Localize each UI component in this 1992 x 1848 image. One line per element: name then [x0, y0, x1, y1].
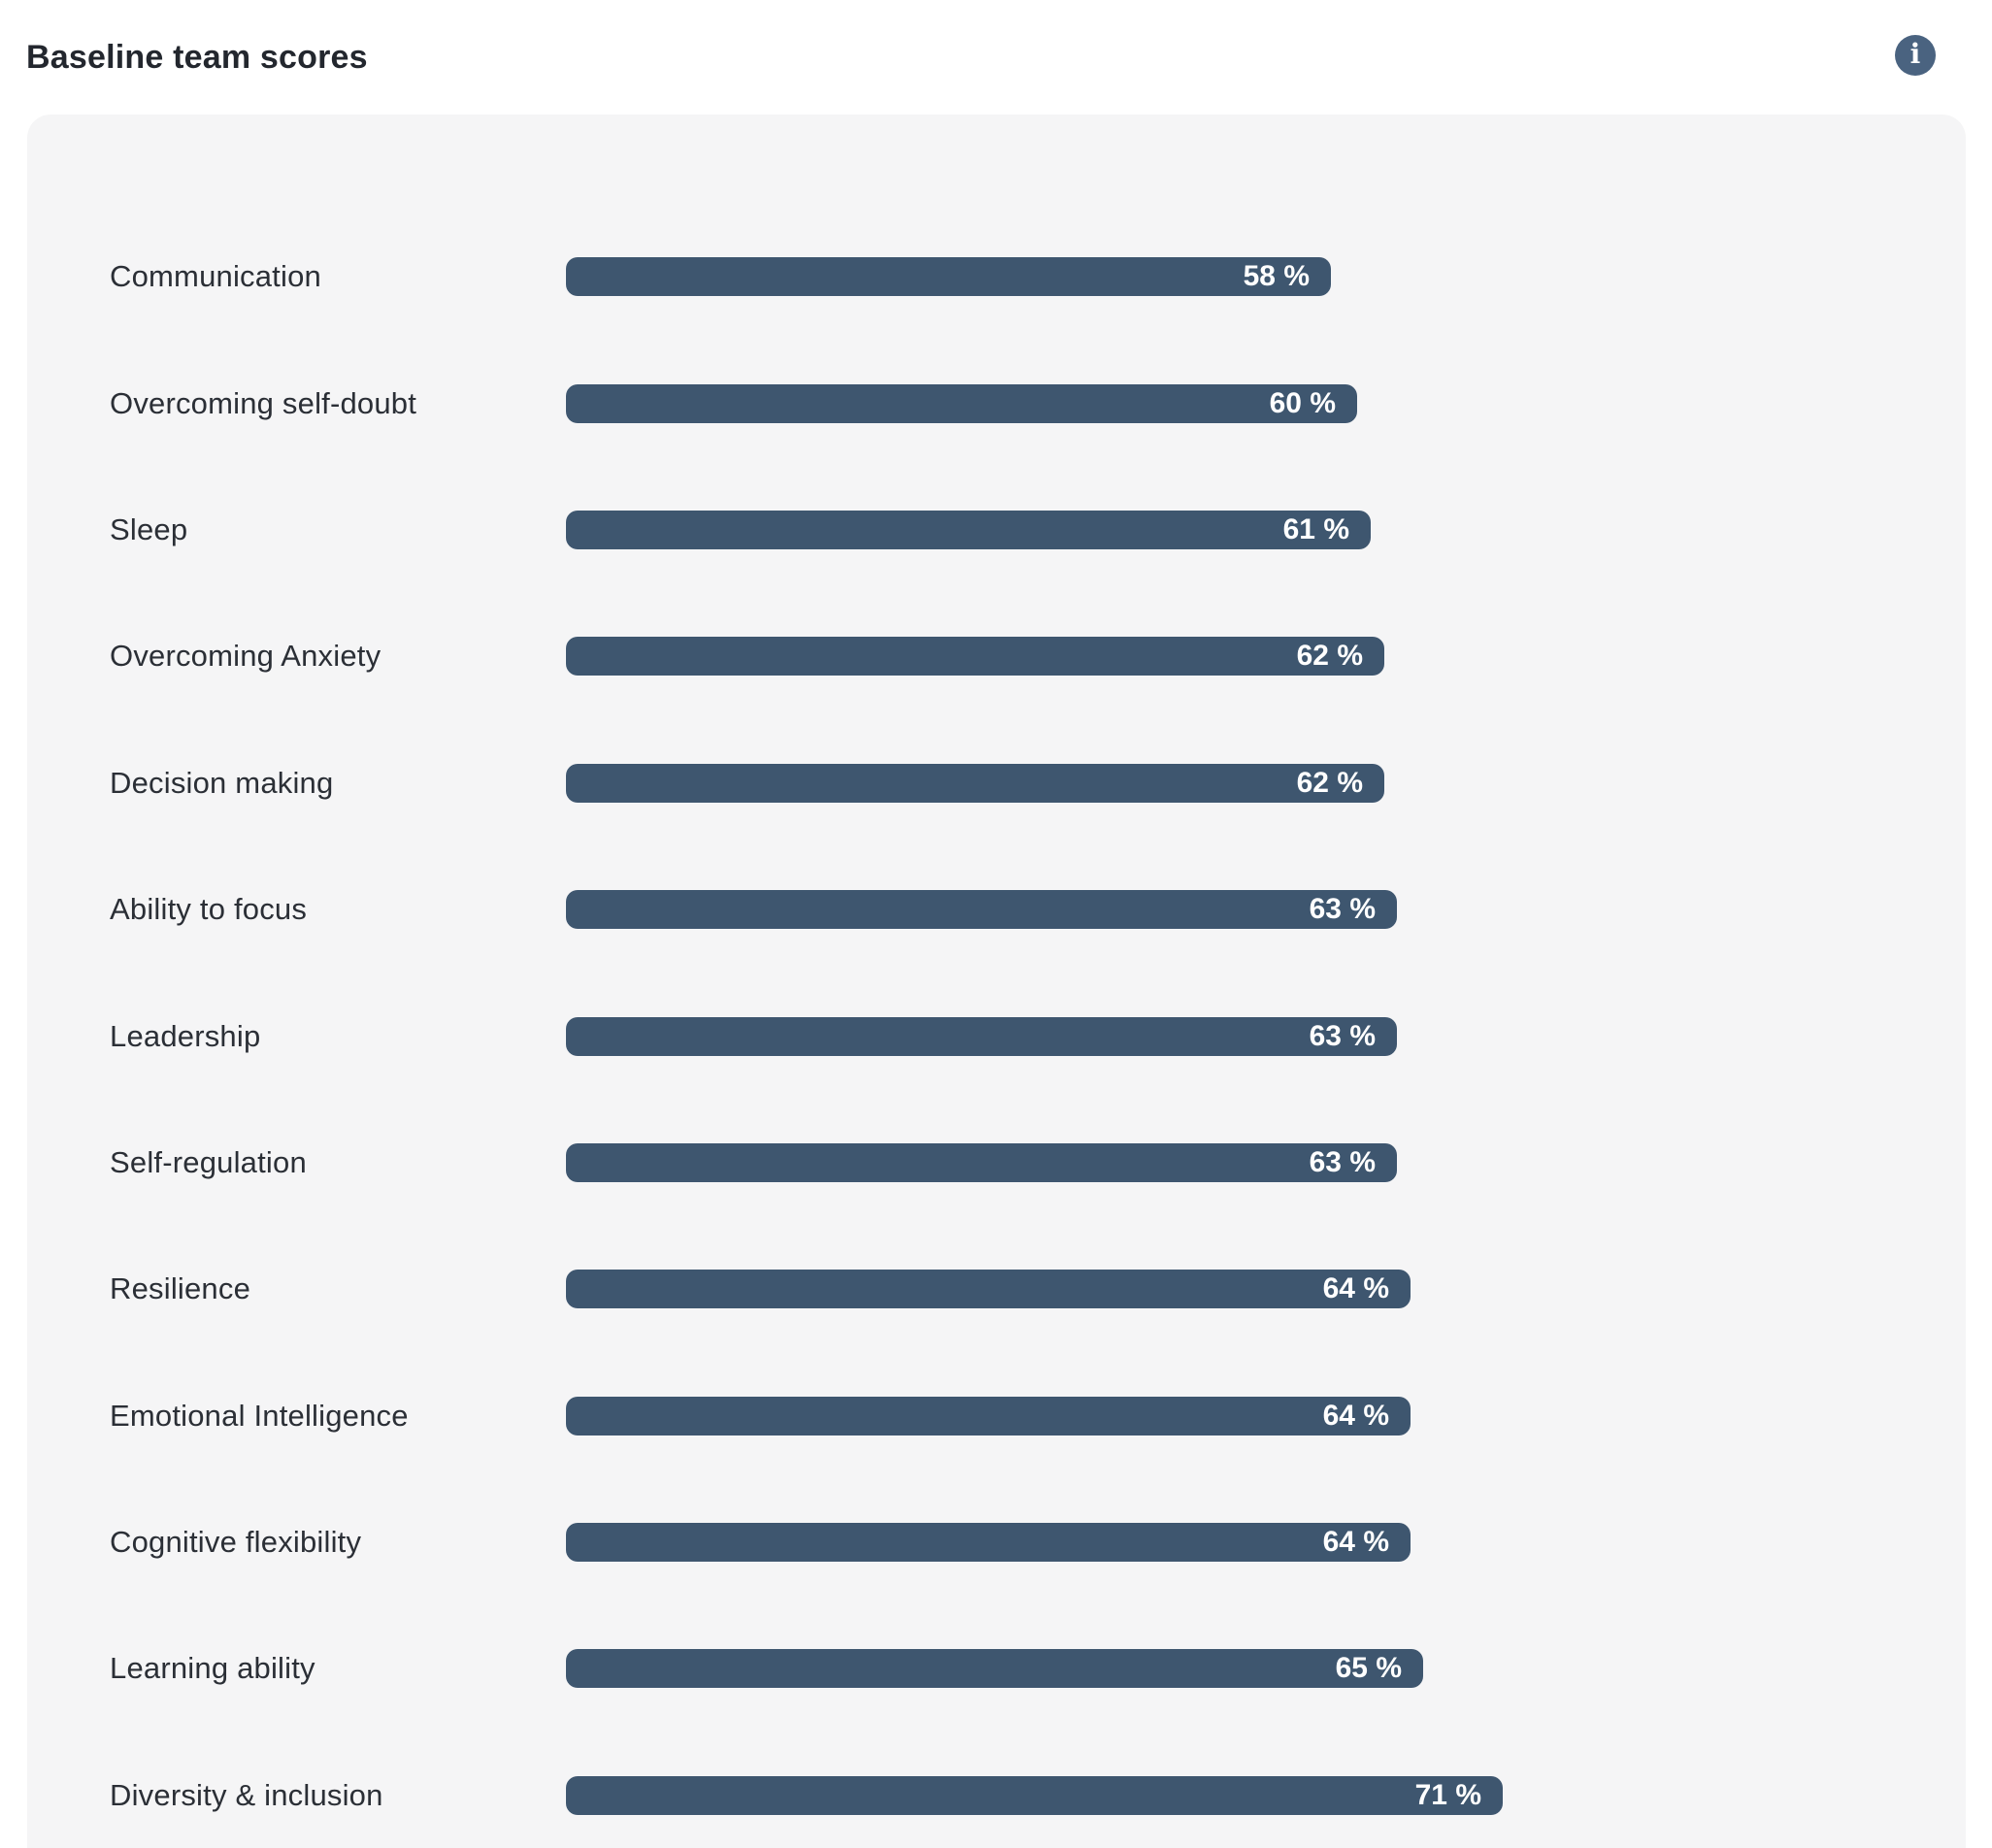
category-label: Resilience	[110, 1271, 251, 1306]
bar-value-label: 64 %	[1322, 1526, 1389, 1559]
bar-area: 71 %	[566, 1775, 1966, 1815]
score-bar[interactable]: 60 %	[566, 383, 1357, 423]
bar-value-label: 63 %	[1309, 1145, 1376, 1178]
bar-row: Learning ability 65 %	[27, 1605, 1966, 1732]
score-bar[interactable]: 58 %	[566, 257, 1331, 297]
info-button[interactable]: i	[1895, 35, 1936, 76]
score-bar[interactable]: 61 %	[566, 510, 1371, 549]
score-bar[interactable]: 63 %	[566, 890, 1397, 930]
chart-rows: Communication 58 % Overcoming self-doubt…	[27, 214, 1966, 1848]
page-title: Baseline team scores	[26, 39, 368, 76]
bar-row: Ability to focus 63 %	[27, 846, 1966, 973]
bar-area: 62 %	[566, 763, 1966, 803]
score-bar[interactable]: 64 %	[566, 1523, 1411, 1563]
chart-panel: Communication 58 % Overcoming self-doubt…	[27, 115, 1966, 1848]
bar-row: Leadership 63 %	[27, 973, 1966, 1099]
category-label: Emotional Intelligence	[110, 1398, 409, 1433]
score-bar[interactable]: 62 %	[566, 637, 1384, 676]
bar-value-label: 64 %	[1322, 1272, 1389, 1305]
bar-row: Communication 58 %	[27, 214, 1966, 340]
category-label: Communication	[110, 259, 321, 294]
category-label: Diversity & inclusion	[110, 1777, 383, 1812]
bar-area: 64 %	[566, 1523, 1966, 1563]
bar-area: 64 %	[566, 1270, 1966, 1309]
category-label: Self-regulation	[110, 1144, 307, 1179]
bar-value-label: 58 %	[1243, 260, 1310, 293]
bar-area: 60 %	[566, 383, 1966, 423]
bar-area: 61 %	[566, 510, 1966, 549]
bar-row: Self-regulation 63 %	[27, 1100, 1966, 1226]
bar-area: 63 %	[566, 1142, 1966, 1182]
score-bar[interactable]: 64 %	[566, 1396, 1411, 1436]
info-icon: i	[1909, 38, 1921, 70]
category-label: Decision making	[110, 765, 334, 800]
score-bar[interactable]: 63 %	[566, 1016, 1397, 1056]
bar-value-label: 61 %	[1282, 512, 1349, 545]
score-bar[interactable]: 63 %	[566, 1142, 1397, 1182]
category-label: Ability to focus	[110, 892, 308, 927]
bar-area: 63 %	[566, 890, 1966, 930]
score-bar[interactable]: 64 %	[566, 1270, 1411, 1309]
bar-value-label: 63 %	[1309, 893, 1376, 926]
bar-value-label: 62 %	[1296, 640, 1363, 673]
bar-area: 65 %	[566, 1649, 1966, 1689]
score-bar[interactable]: 71 %	[566, 1775, 1503, 1815]
bar-row: Overcoming Anxiety 62 %	[27, 593, 1966, 719]
category-label: Cognitive flexibility	[110, 1525, 362, 1560]
bar-value-label: 65 %	[1335, 1652, 1402, 1685]
bar-row: Diversity & inclusion 71 %	[27, 1732, 1966, 1848]
category-label: Learning ability	[110, 1651, 315, 1686]
bar-value-label: 63 %	[1309, 1019, 1376, 1052]
category-label: Sleep	[110, 512, 188, 546]
bar-row: Overcoming self-doubt 60 %	[27, 340, 1966, 466]
category-label: Leadership	[110, 1018, 261, 1053]
bar-value-label: 60 %	[1269, 386, 1336, 419]
bar-area: 58 %	[566, 257, 1966, 297]
bar-value-label: 62 %	[1296, 766, 1363, 799]
bar-row: Sleep 61 %	[27, 467, 1966, 593]
category-label: Overcoming Anxiety	[110, 639, 382, 674]
bar-row: Emotional Intelligence 64 %	[27, 1353, 1966, 1479]
bar-area: 62 %	[566, 637, 1966, 676]
score-bar[interactable]: 62 %	[566, 763, 1384, 803]
category-label: Overcoming self-doubt	[110, 385, 417, 420]
bar-row: Cognitive flexibility 64 %	[27, 1479, 1966, 1605]
bar-value-label: 64 %	[1322, 1399, 1389, 1432]
chart-header: Baseline team scores i	[0, 0, 1992, 115]
bar-area: 64 %	[566, 1396, 1966, 1436]
bar-value-label: 71 %	[1414, 1778, 1481, 1811]
score-bar[interactable]: 65 %	[566, 1649, 1423, 1689]
bar-area: 63 %	[566, 1016, 1966, 1056]
bar-row: Decision making 62 %	[27, 720, 1966, 846]
bar-row: Resilience 64 %	[27, 1226, 1966, 1352]
